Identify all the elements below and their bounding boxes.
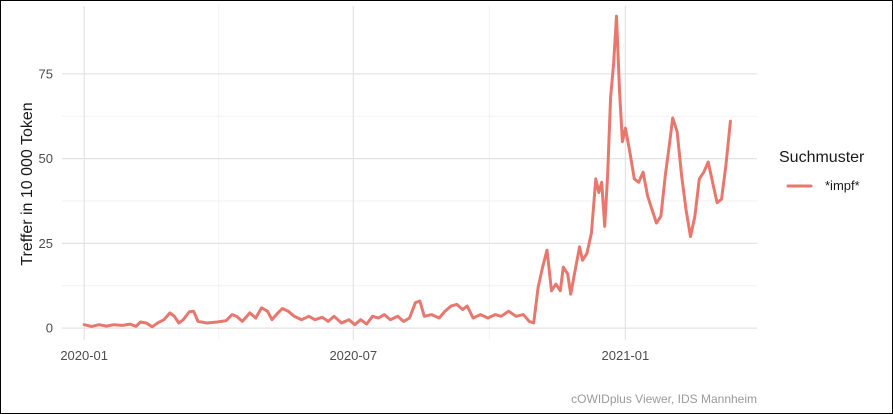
x-tick-label: 2021-01 (602, 348, 650, 363)
x-tick-label: 2020-07 (329, 348, 377, 363)
legend: Suchmuster *impf* (779, 149, 865, 193)
legend-label: *impf* (825, 178, 860, 193)
y-tick-label: 75 (39, 66, 53, 81)
grid (62, 6, 757, 340)
y-tick-label: 50 (39, 151, 53, 166)
legend-title: Suchmuster (779, 149, 865, 166)
x-tick-label: 2020-01 (60, 348, 108, 363)
y-axis-title: Treffer in 10 000 Token (19, 102, 36, 265)
y-tick-label: 0 (46, 321, 53, 336)
chart-caption: cOWIDplus Viewer, IDS Mannheim (571, 392, 757, 406)
series-line (82, 14, 732, 329)
tick-labels: 0 25 50 75 2020-01 2020-07 2021-01 (39, 66, 650, 363)
y-tick-label: 25 (39, 236, 53, 251)
